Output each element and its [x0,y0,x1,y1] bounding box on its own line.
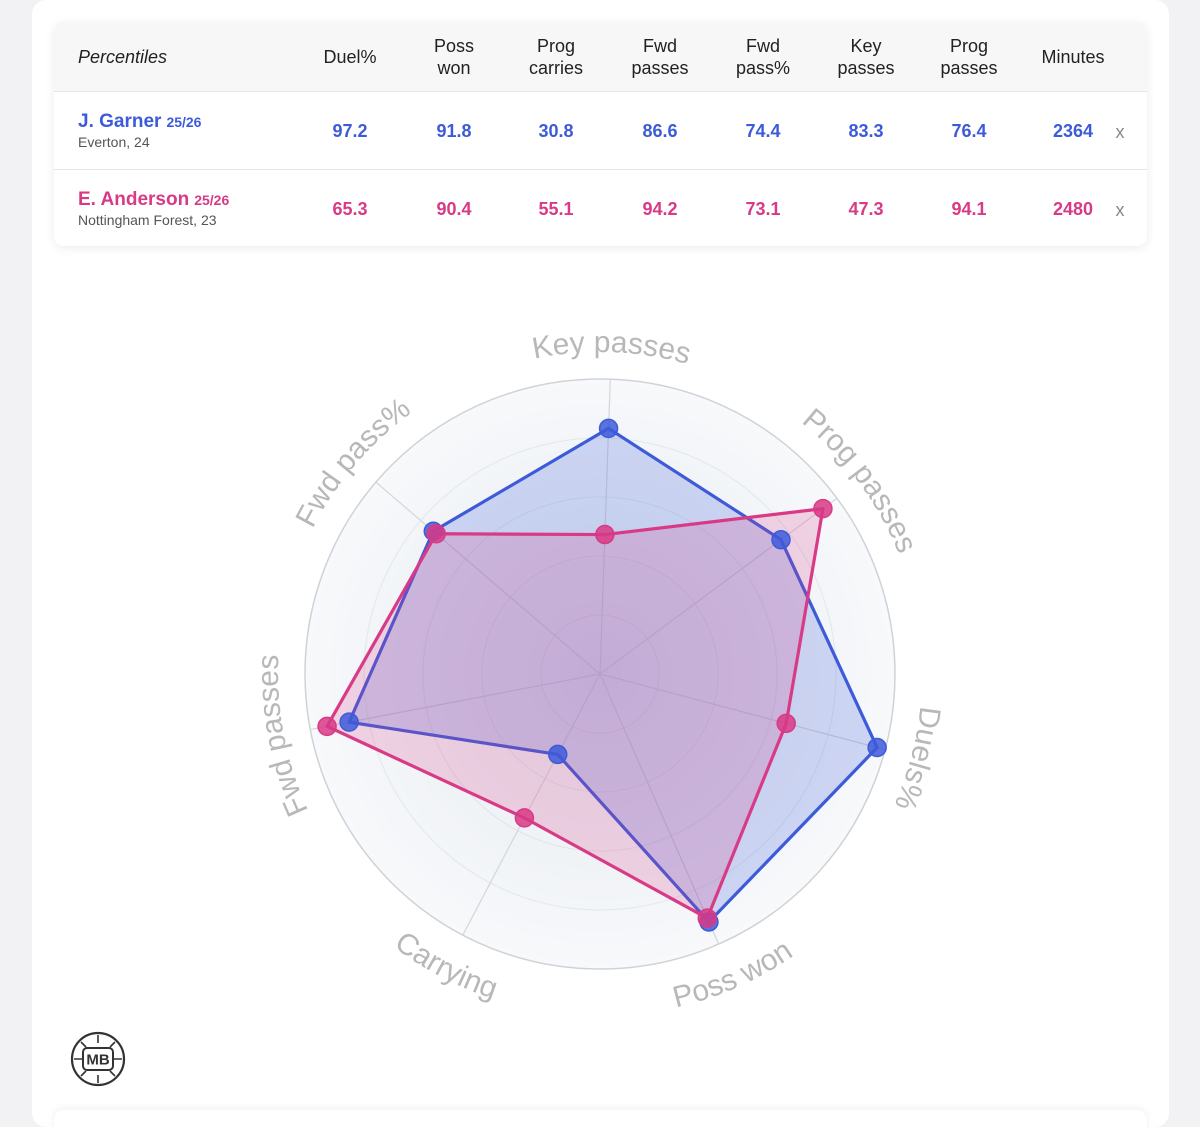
next-card [54,1110,1147,1127]
remove-player-button[interactable]: x [1115,122,1125,142]
player-club-age: Nottingham Forest, 23 [78,212,217,228]
radar-spoke [599,673,720,945]
player-name-text: J. Garner [78,111,162,132]
radar-ring [540,614,660,734]
radar-point [813,498,833,519]
radar-ring [481,555,719,793]
radar-point [776,713,796,734]
cell-poss-won: 91.8 [436,121,472,141]
header-prog-passes: Prog passes [940,36,998,78]
cell-prog-passes: 76.4 [951,121,987,141]
radar-ring [363,437,837,911]
cell-minutes: 2364 [1052,121,1094,141]
header-fwd-passes: Fwd passes [631,36,689,78]
comparison-card: Percentiles Duel% Poss won Prog carries … [32,0,1169,1127]
player-season: 25/26 [194,192,230,208]
cell-prog-carries: 55.1 [538,199,574,219]
axis-label: Duels% [888,705,947,815]
radar-point [697,908,718,928]
cell-fwd-pass-pct: 74.4 [745,121,781,141]
player-season: 25/26 [166,114,202,130]
table-row-garner: J. Garner 25/26 Everton, 24 97.2 91.8 30.… [54,92,1147,170]
radar-series-area [325,507,825,920]
table-header: Percentiles Duel% Poss won Prog carries … [54,22,1147,92]
cell-prog-carries: 30.8 [538,121,574,141]
radar-point [426,523,446,544]
radar-spoke [599,673,886,751]
player-name[interactable]: E. Anderson 25/26 [78,189,229,211]
percentiles-table: Percentiles Duel% Poss won Prog carries … [54,22,1147,246]
radar-point [595,524,615,545]
player-name-text: E. Anderson [78,189,190,210]
header-percentiles: Percentiles [78,47,168,67]
cell-key-passes: 47.3 [848,199,884,219]
cell-fwd-passes: 94.2 [642,199,678,219]
header-prog-carries: Prog carries [528,36,583,78]
radar-point [598,418,619,439]
player-club-age: Everton, 24 [78,134,150,150]
header-fwd-pass-pct: Fwd pass% [735,36,791,78]
header-key-passes: Key passes [837,36,895,78]
radar-spoke [462,673,601,936]
radar-spoke [599,497,838,675]
radar-ring [422,496,778,852]
player-name[interactable]: J. Garner 25/26 [78,111,201,133]
axis-label: Key passes [530,326,695,371]
radar-point [547,744,568,765]
radar-point [317,716,337,737]
cell-duel-pct: 65.3 [332,199,368,219]
mb-logo-icon: MB [70,1031,126,1087]
table-row-anderson: E. Anderson 25/26 Nottingham Forest, 23 6… [54,170,1147,246]
cell-duel-pct: 97.2 [332,121,368,141]
cell-key-passes: 83.3 [848,121,884,141]
header-duel-pct: Duel% [323,47,377,67]
radar-spoke [375,481,601,675]
cell-poss-won: 90.4 [436,199,472,219]
cell-prog-passes: 94.1 [951,199,987,219]
cell-minutes: 2480 [1052,199,1094,219]
cell-fwd-pass-pct: 73.1 [745,199,781,219]
header-poss-won: Poss won [433,36,475,78]
radar-point [771,529,791,550]
header-minutes: Minutes [1041,47,1105,67]
radar-point [867,737,887,758]
radar-point [339,712,359,732]
radar-point [514,808,535,828]
svg-text:MB: MB [86,1052,109,1069]
cell-fwd-passes: 86.6 [642,121,678,141]
remove-player-button[interactable]: x [1115,200,1125,220]
